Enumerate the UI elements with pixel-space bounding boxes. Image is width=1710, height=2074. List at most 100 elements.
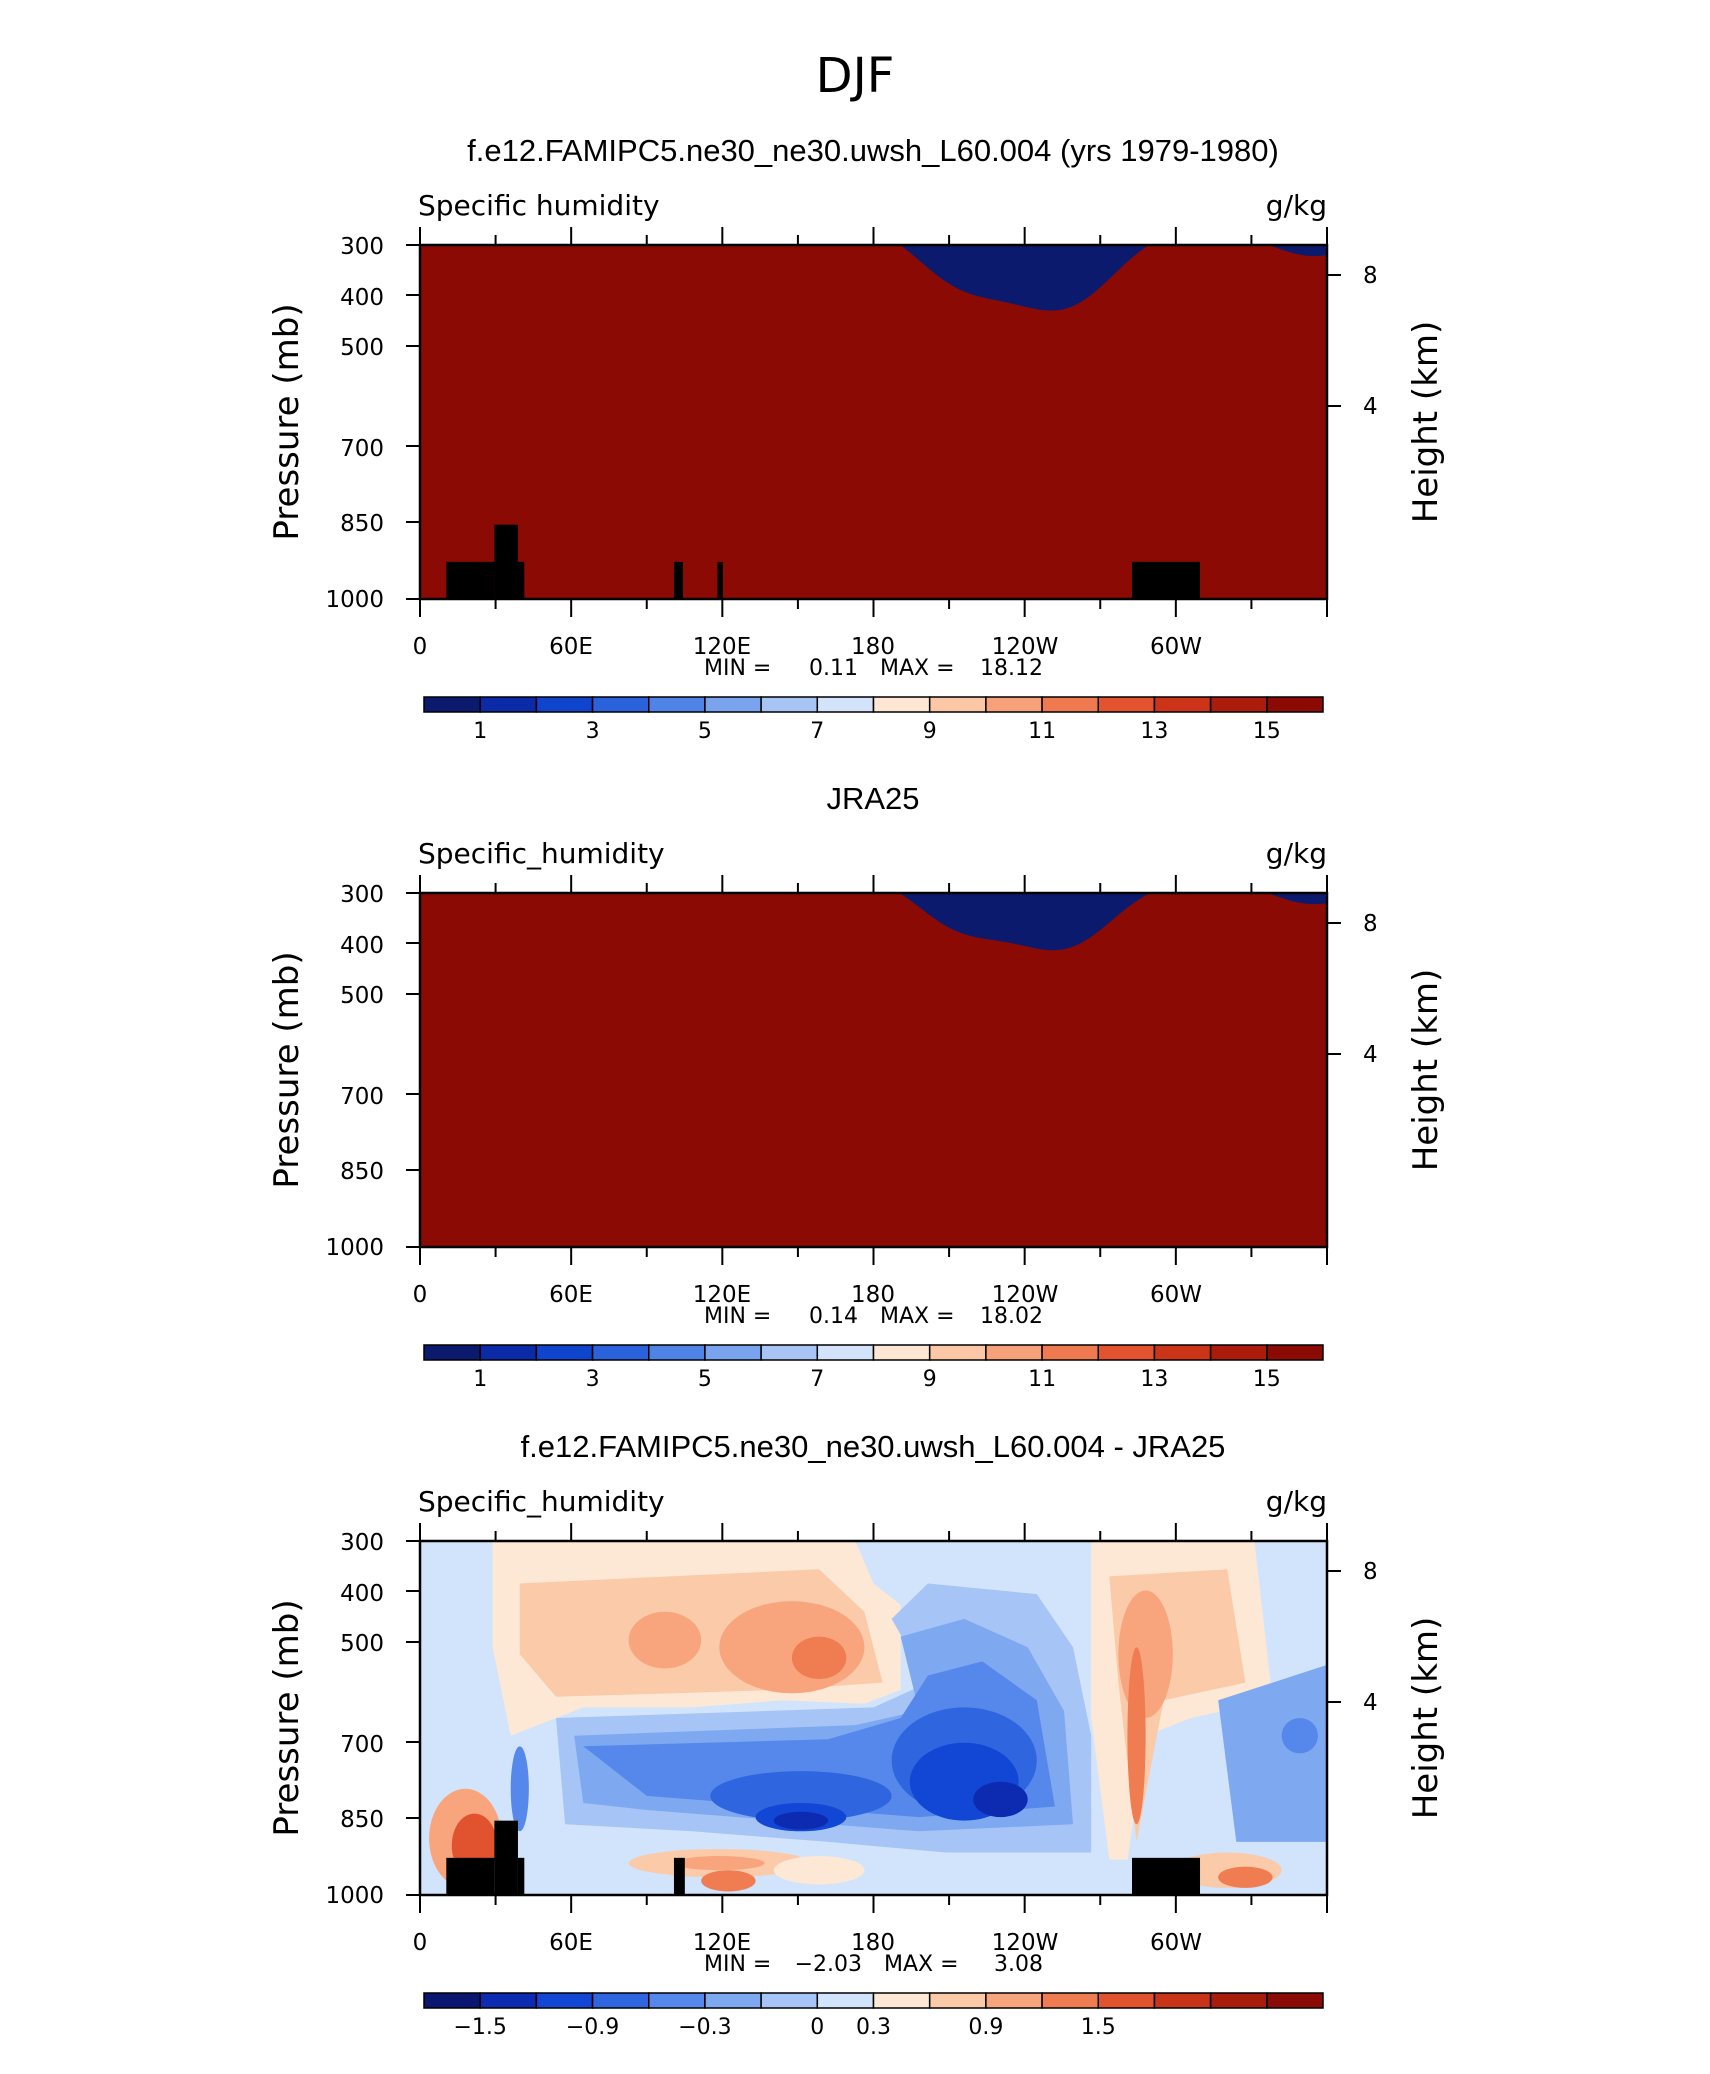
y-axis-title: Pressure (mb) bbox=[267, 1599, 307, 1836]
colorbar-swatch bbox=[1266, 1344, 1324, 1361]
colorbar-swatch bbox=[1266, 696, 1324, 713]
panel-title: f.e12.FAMIPC5.ne30_ne30.uwsh_L60.004 - J… bbox=[521, 1429, 1226, 1464]
topography-block bbox=[494, 524, 518, 599]
contour-band bbox=[710, 1771, 892, 1821]
contour-band bbox=[701, 1870, 756, 1892]
contour-band bbox=[1127, 1647, 1146, 1825]
colorbar-swatch bbox=[1097, 696, 1156, 713]
colorbar-swatch bbox=[704, 1992, 762, 2009]
contour-field bbox=[420, 245, 1327, 599]
colorbar-labels: 1 3 5 7 9 11 13 15 bbox=[473, 719, 1281, 744]
colorbar bbox=[423, 1992, 1324, 2009]
topography bbox=[446, 1820, 1201, 1895]
colorbar bbox=[423, 696, 1324, 713]
right-tick-label: 8 bbox=[1363, 263, 1378, 289]
colorbar-swatch bbox=[423, 1992, 481, 2009]
colorbar-swatch bbox=[985, 1992, 1043, 2009]
max-value: 3.08 bbox=[994, 1952, 1043, 1977]
colorbar-swatch bbox=[535, 1344, 594, 1361]
colorbar-swatch bbox=[816, 1992, 875, 2009]
topography-block bbox=[494, 1820, 518, 1895]
ytick-label: 400 bbox=[340, 933, 384, 959]
topography-block bbox=[446, 1857, 495, 1895]
y-axis-right-title: Height (km) bbox=[1406, 321, 1446, 524]
colorbar-label: −0.3 bbox=[678, 2015, 731, 2040]
units-label: g/kg bbox=[1266, 1485, 1327, 1518]
topography-block bbox=[446, 561, 495, 599]
xtick-label: 60W bbox=[1150, 634, 1202, 660]
colorbar bbox=[423, 1344, 1324, 1361]
colorbar-label: 5 bbox=[698, 719, 712, 744]
ytick-label: 1000 bbox=[325, 1235, 384, 1261]
colorbar-swatch bbox=[985, 696, 1043, 713]
colorbar-label: 1 bbox=[473, 1367, 487, 1392]
colorbar-label: −0.9 bbox=[566, 2015, 619, 2040]
contour-band bbox=[420, 245, 1327, 599]
colorbar-swatch bbox=[704, 1344, 762, 1361]
colorbar-label: 9 bbox=[923, 719, 937, 744]
colorbar-label: 1 bbox=[473, 719, 487, 744]
topography-block bbox=[673, 1857, 685, 1895]
colorbar-swatch bbox=[479, 1344, 538, 1361]
colorbar-label: 7 bbox=[810, 1367, 824, 1392]
ytick-label: 500 bbox=[340, 335, 384, 361]
xtick-label: 0 bbox=[413, 1282, 428, 1308]
variable-label: Specific humidity bbox=[418, 189, 660, 222]
colorbar-label: 1.5 bbox=[1081, 2015, 1116, 2040]
ytick-label: 1000 bbox=[325, 1883, 384, 1909]
max-label: MAX = bbox=[880, 656, 955, 681]
colorbar-swatch bbox=[928, 1344, 987, 1361]
contour-band bbox=[628, 1611, 702, 1669]
contour-band bbox=[673, 1856, 765, 1871]
colorbar-swatch bbox=[535, 1992, 594, 2009]
panel-model: f.e12.FAMIPC5.ne30_ne30.uwsh_L60.004 (yr… bbox=[267, 133, 1446, 744]
min-value: −2.03 bbox=[795, 1952, 862, 1977]
topography-block bbox=[1131, 561, 1201, 599]
colorbar-swatch bbox=[760, 1992, 819, 2009]
colorbar-swatch bbox=[591, 1344, 650, 1361]
topography-block bbox=[517, 561, 525, 599]
colorbar-swatch bbox=[648, 696, 706, 713]
colorbar-swatch bbox=[479, 696, 538, 713]
variable-label: Specific_humidity bbox=[418, 837, 665, 870]
colorbar-labels: −1.5 −0.9 −0.3 0 0.3 0.9 1.5 bbox=[453, 2015, 1115, 2040]
panel-difference: f.e12.FAMIPC5.ne30_ne30.uwsh_L60.004 - J… bbox=[267, 1429, 1446, 2040]
xtick-label: 180 bbox=[851, 1930, 895, 1956]
colorbar-label: 0 bbox=[810, 2015, 824, 2040]
colorbar-label: 5 bbox=[698, 1367, 712, 1392]
colorbar-swatch bbox=[760, 1344, 819, 1361]
colorbar-label: 0.9 bbox=[968, 2015, 1003, 2040]
colorbar-labels: 1 3 5 7 9 11 13 15 bbox=[473, 1367, 1281, 1392]
contour-bands bbox=[420, 893, 1327, 1247]
contour-bands bbox=[429, 1541, 1327, 1892]
topography-block bbox=[673, 561, 684, 599]
topography-block bbox=[1131, 1857, 1201, 1895]
colorbar-swatch bbox=[872, 1992, 931, 2009]
panel-obs: JRA25 Specific_humidity g/kg 0 60E 120E … bbox=[267, 781, 1446, 1392]
colorbar-label: 0.3 bbox=[856, 2015, 891, 2040]
ytick-label: 400 bbox=[340, 1581, 384, 1607]
right-tick-label: 4 bbox=[1363, 1042, 1378, 1068]
colorbar-swatch bbox=[985, 1344, 1043, 1361]
xtick-label: 180 bbox=[851, 1282, 895, 1308]
ytick-label: 850 bbox=[340, 511, 384, 537]
colorbar-swatch bbox=[1209, 696, 1268, 713]
min-label: MIN = bbox=[704, 1304, 771, 1329]
topography-block bbox=[717, 561, 723, 599]
axis-ticks bbox=[406, 1523, 1341, 1913]
colorbar-swatch bbox=[535, 696, 594, 713]
xtick-label: 0 bbox=[413, 634, 428, 660]
max-label: MAX = bbox=[884, 1952, 959, 1977]
xtick-label: 120E bbox=[693, 634, 751, 660]
ytick-label: 300 bbox=[340, 882, 384, 908]
colorbar-swatch bbox=[1153, 1344, 1212, 1361]
colorbar-label: 9 bbox=[923, 1367, 937, 1392]
contour-band bbox=[1118, 1590, 1173, 1718]
contour-band bbox=[1281, 1718, 1318, 1754]
contour-band bbox=[719, 1601, 865, 1694]
max-label: MAX = bbox=[880, 1304, 955, 1329]
min-value: 0.14 bbox=[809, 1304, 858, 1329]
colorbar-swatch bbox=[816, 1344, 875, 1361]
y-axis-right-title: Height (km) bbox=[1406, 969, 1446, 1172]
